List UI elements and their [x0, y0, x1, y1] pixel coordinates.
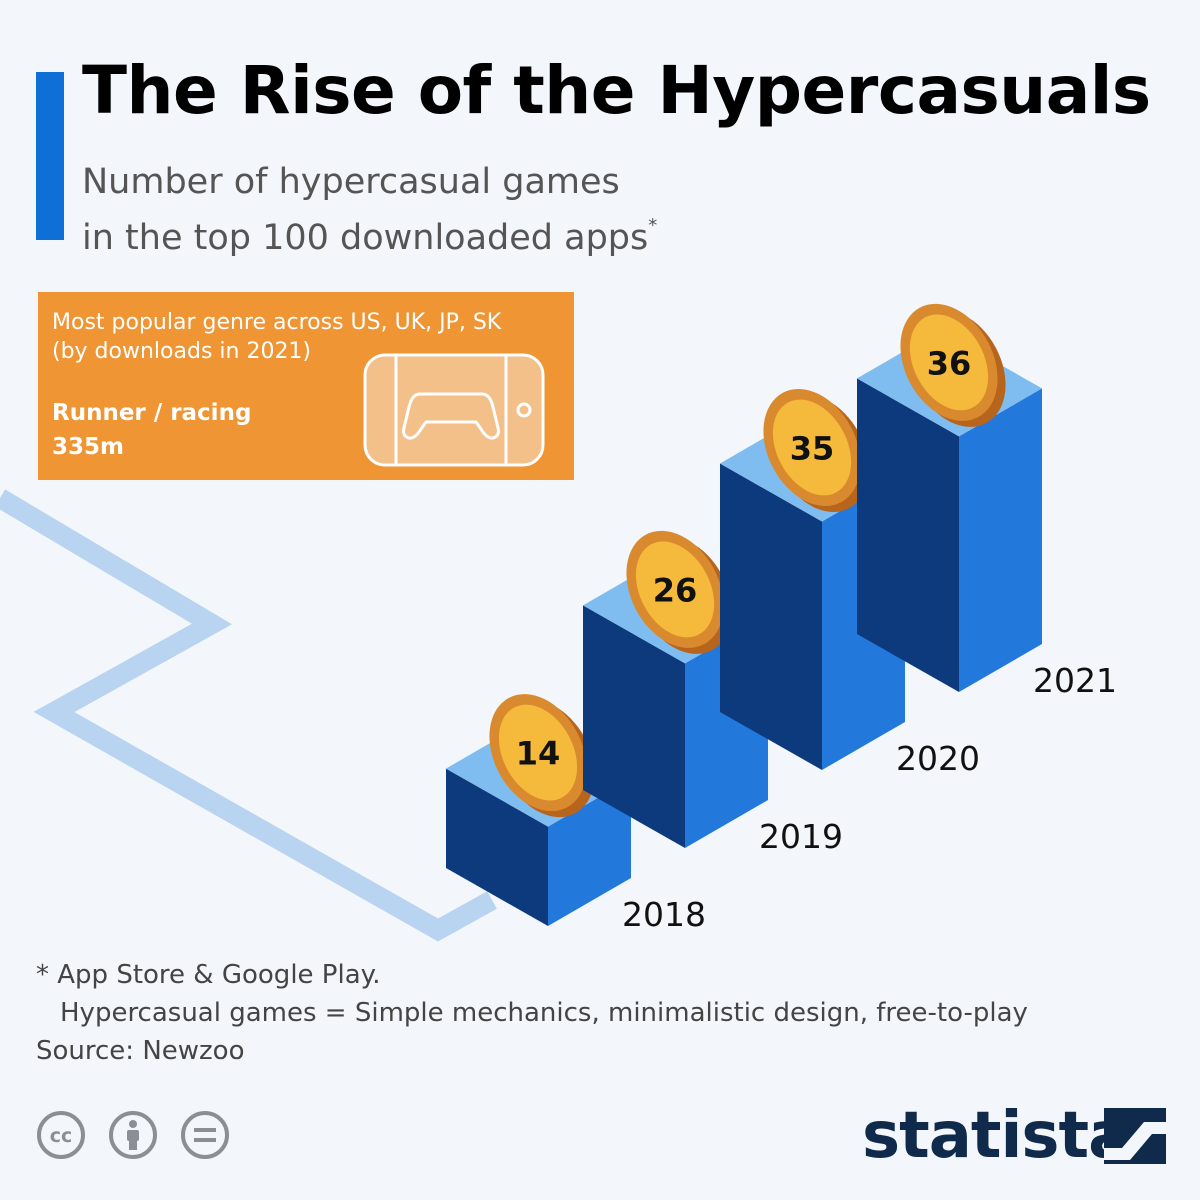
data-label-2020: 35	[790, 430, 835, 468]
category-label-2020: 2020	[896, 739, 980, 778]
subtitle-footnote-marker: *	[648, 215, 658, 236]
category-label-2021: 2021	[1033, 661, 1117, 700]
bar-2021: 36	[857, 303, 1042, 692]
callout-genre: Runner / racing	[52, 400, 252, 426]
statista-mark-icon	[1104, 1108, 1166, 1164]
genre-callout: Most popular genre across US, UK, JP, SK…	[38, 292, 574, 480]
license-icons: cc	[37, 1111, 229, 1159]
subtitle-line-1: Number of hypercasual games	[82, 162, 620, 202]
callout-description: Most popular genre across US, UK, JP, SK…	[52, 308, 501, 366]
bar-left-face	[583, 605, 685, 848]
callout-highlight: Runner / racing 335m	[52, 396, 251, 464]
coin-icon	[626, 530, 732, 654]
footnote: * App Store & Google Play. Hypercasual g…	[36, 956, 1028, 1032]
footnote-line-2: Hypercasual games = Simple mechanics, mi…	[60, 998, 1028, 1028]
subtitle-line-2: in the top 100 downloaded apps	[82, 218, 649, 258]
zigzag-path	[0, 489, 497, 942]
coin-icon	[763, 388, 869, 513]
svg-text:cc: cc	[50, 1125, 73, 1147]
footnote-line-1: * App Store & Google Play.	[36, 960, 381, 990]
phone-gamepad-icon	[363, 353, 545, 467]
category-label-2018: 2018	[622, 895, 706, 934]
source-label: Source: Newzoo	[36, 1036, 245, 1066]
accent-bar	[36, 72, 64, 240]
bar-right-face	[959, 388, 1042, 692]
category-label-2019: 2019	[759, 817, 843, 856]
cc-icon: cc	[37, 1111, 85, 1159]
data-label-2018: 14	[516, 735, 561, 773]
coin-icon	[900, 303, 1006, 427]
page-title: The Rise of the Hypercasuals	[82, 52, 1151, 129]
bar-2019: 26	[583, 530, 768, 848]
bar-2018: 14	[446, 694, 631, 926]
no-derivatives-icon	[181, 1111, 229, 1159]
callout-downloads: 335m	[52, 434, 124, 460]
callout-line-2: (by downloads in 2021)	[52, 339, 312, 364]
attribution-icon	[109, 1111, 157, 1159]
bar-left-face	[720, 463, 822, 770]
bars-group: 14 2018 26 2019 35 2020 36 2021	[446, 303, 1117, 934]
bar-left-face	[446, 768, 548, 926]
bar-left-face	[857, 378, 959, 692]
chart-subtitle: Number of hypercasual games in the top 1…	[82, 160, 657, 260]
data-label-2021: 36	[927, 344, 972, 382]
data-label-2019: 26	[653, 571, 698, 609]
coin-icon	[489, 694, 595, 818]
callout-line-1: Most popular genre across US, UK, JP, SK	[52, 310, 502, 335]
statista-logo: statista	[862, 1099, 1131, 1173]
